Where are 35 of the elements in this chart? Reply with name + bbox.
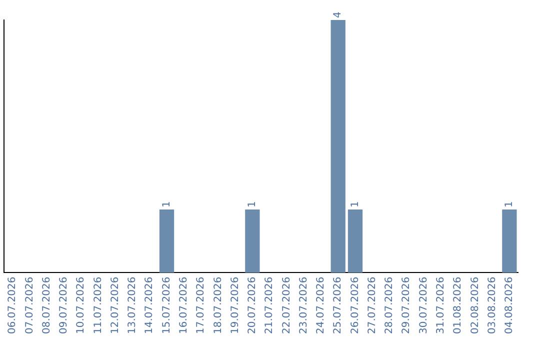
data-label: 4 [332, 12, 344, 18]
x-tick-label: 02.08.2026 [470, 276, 481, 334]
x-tick-label: 06.07.2026 [7, 276, 18, 334]
x-tick-label: 29.07.2026 [401, 276, 412, 334]
x-tick-label: 28.07.2026 [384, 276, 396, 334]
x-tick-label: 27.07.2026 [366, 276, 378, 334]
x-tick-label: 14.07.2026 [144, 276, 156, 334]
x-tick-label: 31.07.2026 [435, 276, 446, 334]
x-tick-label: 30.07.2026 [418, 276, 430, 334]
x-tick-label: 13.07.2026 [127, 276, 138, 334]
x-tick-label: 15.07.2026 [161, 276, 172, 334]
x-tick-label: 01.08.2026 [452, 276, 464, 334]
x-tick-label: 22.07.2026 [281, 276, 292, 334]
data-label: 1 [247, 201, 258, 208]
x-tick-label: 04.08.2026 [504, 276, 516, 334]
x-tick-label: 18.07.2026 [212, 276, 224, 334]
x-tick-label: 10.07.2026 [76, 276, 87, 334]
x-tick-label: 03.08.2026 [486, 276, 498, 334]
x-tick-label: 07.07.2026 [24, 276, 36, 334]
x-tick-label: 11.07.2026 [92, 276, 104, 334]
data-label: 1 [161, 201, 172, 208]
x-tick-label: 20.07.2026 [247, 276, 258, 334]
x-tick-label: 19.07.2026 [230, 276, 241, 334]
x-tick-label: 16.07.2026 [178, 276, 190, 334]
x-tick-label: 26.07.2026 [350, 276, 361, 334]
x-tick-label: 21.07.2026 [264, 276, 276, 334]
x-tick-label: 25.07.2026 [332, 276, 344, 334]
x-tick-label: 17.07.2026 [196, 276, 207, 334]
x-tick-label: 08.07.2026 [41, 276, 52, 334]
x-tick-label: 23.07.2026 [298, 276, 310, 334]
x-tick-label: 24.07.2026 [316, 276, 327, 334]
data-label: 1 [350, 201, 361, 208]
x-tick-label: 09.07.2026 [58, 276, 70, 334]
data-label: 1 [504, 201, 516, 208]
x-tick-label: 12.07.2026 [110, 276, 121, 334]
